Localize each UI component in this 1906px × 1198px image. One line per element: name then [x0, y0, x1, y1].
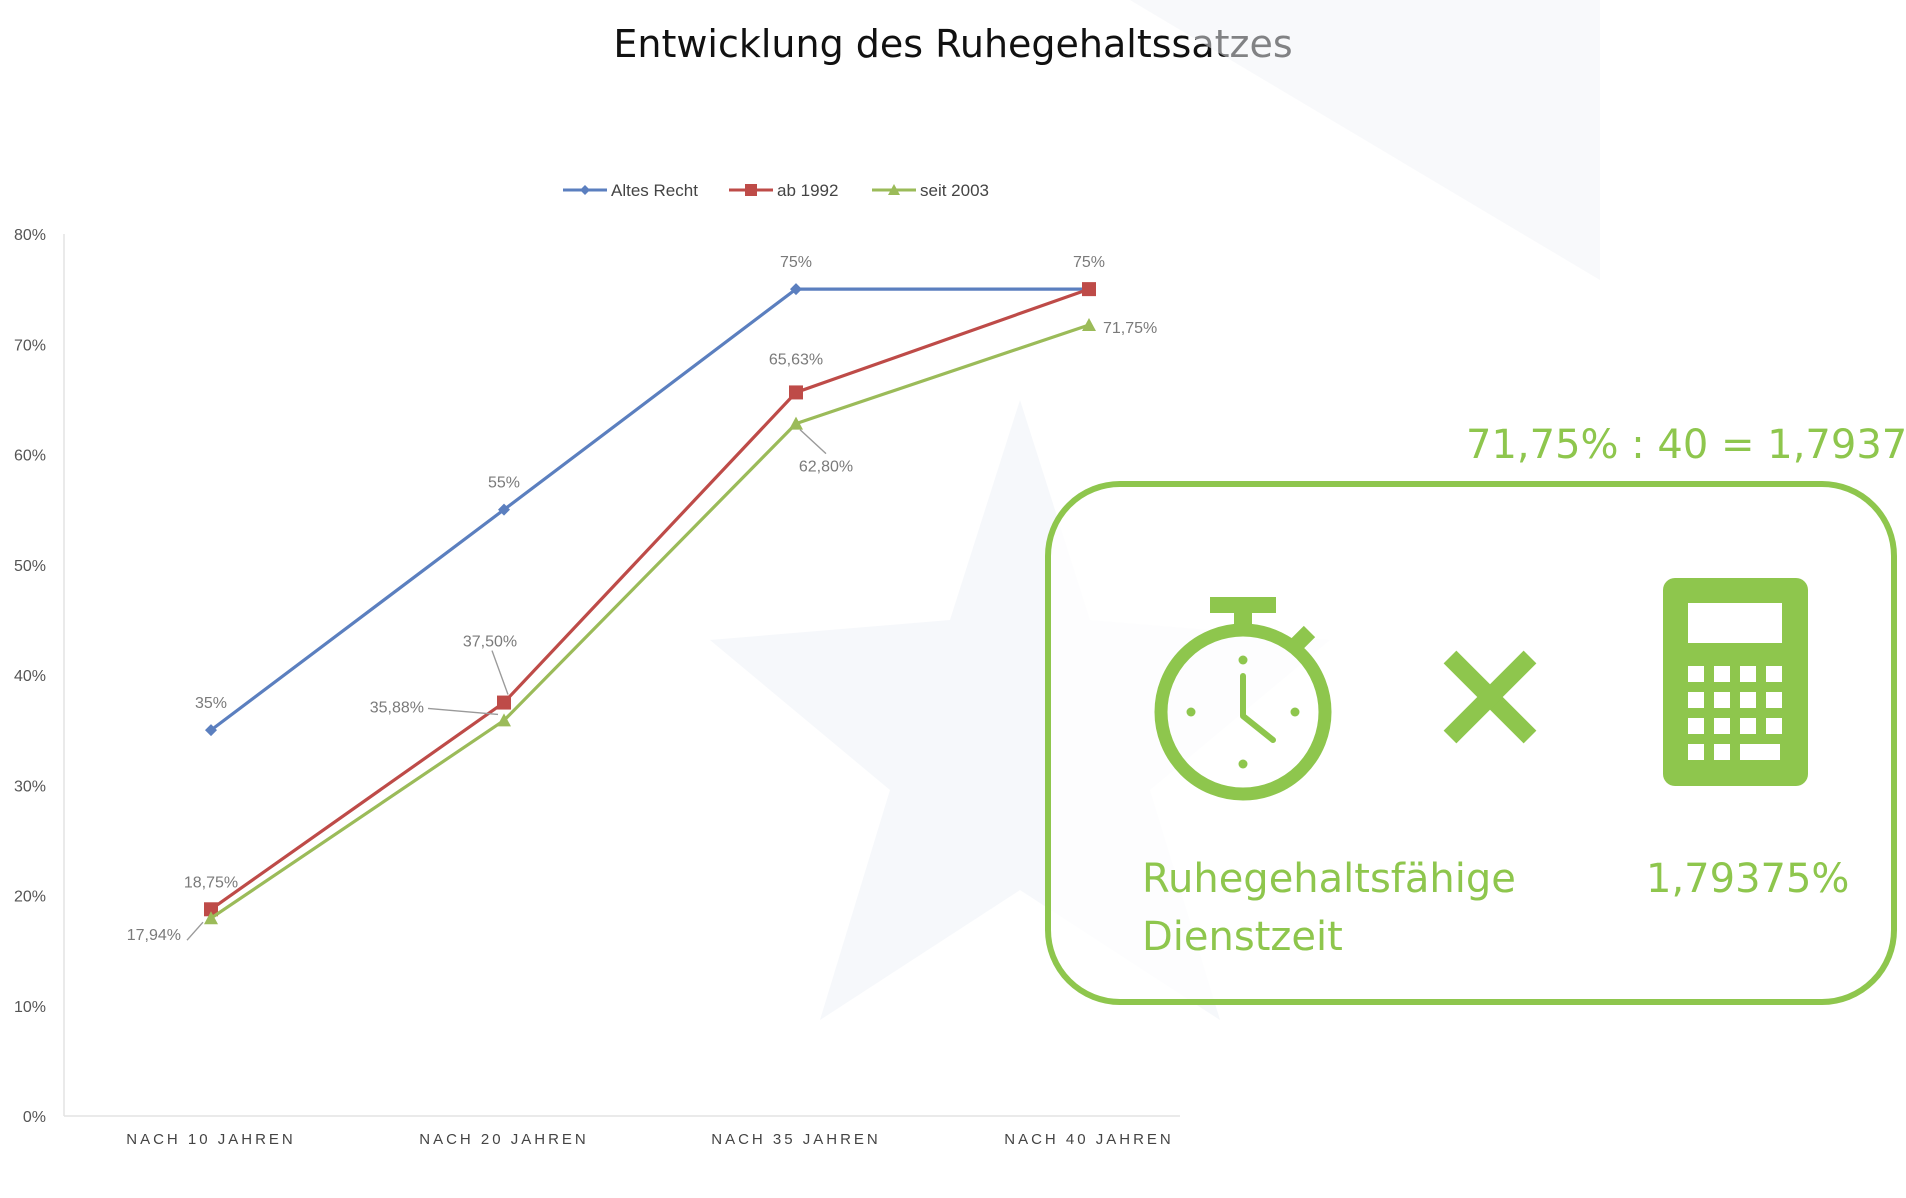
- label-leader-line: [799, 429, 827, 455]
- data-point: [1082, 317, 1096, 331]
- calculator-key: [1688, 718, 1704, 734]
- multiply-icon: [1443, 650, 1537, 744]
- calculator-key: [1766, 692, 1782, 708]
- label-leader-line: [427, 707, 499, 716]
- data-point: [790, 283, 802, 296]
- label-leader-line: [491, 650, 509, 695]
- y-tick-label: 70%: [14, 337, 46, 354]
- data-label: 71,75%: [1103, 320, 1157, 337]
- legend-label: ab 1992: [777, 181, 838, 200]
- y-tick-label: 0%: [23, 1109, 46, 1126]
- calculator-key: [1688, 744, 1704, 760]
- dienstzeit-label-line2: Dienstzeit: [1142, 914, 1343, 960]
- legend-label: seit 2003: [920, 181, 989, 200]
- calculator-key: [1714, 744, 1730, 760]
- x-category-label: NACH 35 JAHREN: [711, 1131, 881, 1148]
- dienstzeit-label-line1: Ruhegehaltsfähige: [1142, 856, 1516, 902]
- series-line: [210, 287, 1090, 911]
- y-tick-label: 20%: [14, 889, 46, 906]
- rate-label: 1,79375%: [1646, 856, 1849, 902]
- calculator-key: [1766, 718, 1782, 734]
- calculator-key: [1714, 692, 1730, 708]
- data-label: 35,88%: [370, 699, 424, 716]
- calculator-key: [1766, 666, 1782, 682]
- formula-text: 71,75% : 40 = 1,79375: [1466, 422, 1906, 468]
- y-tick-label: 30%: [14, 778, 46, 795]
- legend-marker: [745, 184, 757, 196]
- data-label: 35%: [195, 695, 227, 712]
- calculator-key: [1740, 666, 1756, 682]
- x-category-label: NACH 10 JAHREN: [126, 1131, 296, 1148]
- x-category-label: NACH 40 JAHREN: [1004, 1131, 1174, 1148]
- calculator-key: [1688, 692, 1704, 708]
- x-category-label: NACH 20 JAHREN: [419, 1131, 589, 1148]
- calculator-key: [1688, 666, 1704, 682]
- data-label: 75%: [780, 254, 812, 271]
- series-line: [210, 323, 1090, 920]
- calculator-key: [1740, 718, 1756, 734]
- y-tick-label: 10%: [14, 999, 46, 1016]
- data-point: [498, 503, 510, 516]
- data-point: [789, 385, 803, 400]
- stopwatch-icon: [1154, 597, 1332, 801]
- data-label: 18,75%: [184, 874, 238, 891]
- y-tick-label: 80%: [14, 227, 46, 244]
- data-point: [204, 902, 218, 917]
- label-leader-line: [186, 921, 204, 941]
- data-label: 65,63%: [769, 351, 823, 368]
- data-label: 37,50%: [463, 634, 517, 651]
- data-point: [497, 713, 511, 727]
- legend-marker: [580, 185, 590, 195]
- data-point: [205, 724, 217, 737]
- calculator-key: [1740, 692, 1756, 708]
- series-line: [210, 287, 1089, 732]
- legend-label: Altes Recht: [611, 181, 698, 200]
- data-label: 75%: [1073, 254, 1105, 271]
- data-point: [1082, 282, 1096, 297]
- background-star-watermark: [710, 0, 1600, 1020]
- calculator-key: [1714, 666, 1730, 682]
- y-tick-label: 50%: [14, 558, 46, 575]
- y-tick-label: 60%: [14, 448, 46, 465]
- data-point: [204, 911, 218, 925]
- data-label: 17,94%: [127, 927, 181, 944]
- legend-marker: [888, 184, 900, 195]
- data-label: 62,80%: [799, 459, 853, 476]
- data-point: [497, 695, 511, 710]
- calculator-key: [1714, 718, 1730, 734]
- data-point: [789, 416, 803, 430]
- data-label: 55%: [488, 475, 520, 492]
- calculator-icon: [1663, 578, 1808, 786]
- y-tick-label: 40%: [14, 668, 46, 685]
- calculator-key: [1740, 744, 1780, 760]
